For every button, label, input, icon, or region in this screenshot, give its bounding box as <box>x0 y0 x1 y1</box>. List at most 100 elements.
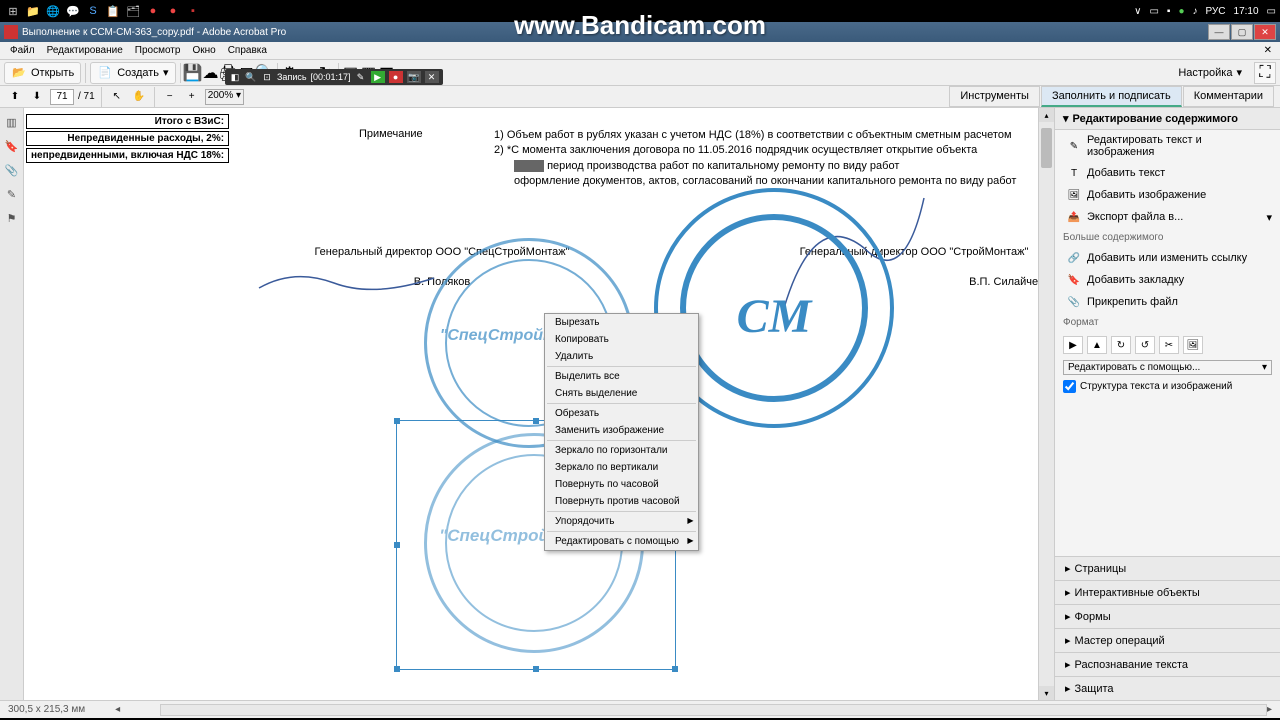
save-icon[interactable]: 💾 <box>185 65 201 81</box>
zoom-in-icon[interactable]: + <box>183 88 201 106</box>
ctx-cut[interactable]: Вырезать <box>545 314 698 331</box>
accordion-interactive[interactable]: ▸Интерактивные объекты <box>1055 580 1280 604</box>
zoom-out-icon[interactable]: − <box>161 88 179 106</box>
app-icon[interactable]: 🌐 <box>44 2 62 20</box>
ctx-flip-h[interactable]: Зеркало по горизонтали <box>545 442 698 459</box>
ctx-replace-image[interactable]: Заменить изображение <box>545 422 698 439</box>
tray-lang[interactable]: РУС <box>1205 6 1225 17</box>
expand-button[interactable]: ⛶ <box>1254 62 1276 84</box>
checkbox[interactable] <box>1063 380 1076 393</box>
bandicam-rec-bar[interactable]: ◧ 🔍 ⊡ Запись [00:01:17] ✎ ▶ ● 📷 ✕ <box>225 69 443 85</box>
menu-view[interactable]: Просмотр <box>129 45 187 56</box>
accordion-ocr[interactable]: ▸Распознавание текста <box>1055 652 1280 676</box>
tab-tools[interactable]: Инструменты <box>949 86 1040 107</box>
ctx-select-all[interactable]: Выделить все <box>545 368 698 385</box>
fmt-button[interactable]: ▶ <box>1063 336 1083 354</box>
page-input[interactable] <box>50 89 74 105</box>
minimize-button[interactable]: — <box>1208 24 1230 40</box>
ctx-edit-with[interactable]: Редактировать с помощью▶ <box>545 533 698 550</box>
menu-help[interactable]: Справка <box>222 45 273 56</box>
pages-icon[interactable]: ▥ <box>4 114 20 130</box>
pencil-icon[interactable]: ✎ <box>355 71 367 83</box>
document-viewport[interactable]: Итого с ВЗиС: Непредвиденные расходы, 2%… <box>24 108 1054 700</box>
open-button[interactable]: 📂 Открыть <box>4 62 81 84</box>
edit-text-images-button[interactable]: ✎Редактировать текст и изображения <box>1055 130 1280 162</box>
structure-checkbox[interactable]: Структура текста и изображений <box>1055 377 1280 396</box>
app-icon[interactable]: 📁 <box>24 2 42 20</box>
vertical-scrollbar[interactable]: ▴ ▾ <box>1038 108 1054 700</box>
panel-header[interactable]: ▾ Редактирование содержимого <box>1055 108 1280 130</box>
ctx-deselect[interactable]: Снять выделение <box>545 385 698 402</box>
tool-icon[interactable]: ⚑ <box>4 210 20 226</box>
rec-play-button[interactable]: ▶ <box>371 71 385 83</box>
app-icon[interactable]: 📋 <box>104 2 122 20</box>
accordion-pages[interactable]: ▸Страницы <box>1055 556 1280 580</box>
tab-comments[interactable]: Комментарии <box>1183 86 1274 107</box>
horizontal-scrollbar[interactable] <box>160 704 1267 716</box>
add-link-button[interactable]: 🔗Добавить или изменить ссылку <box>1055 247 1280 269</box>
add-text-button[interactable]: TДобавить текст <box>1055 162 1280 184</box>
nav-down-icon[interactable]: ⬇ <box>28 88 46 106</box>
bookmarks-icon[interactable]: 🔖 <box>4 138 20 154</box>
edit-with-select[interactable]: Редактировать с помощью...▾ <box>1063 360 1272 375</box>
settings-dropdown[interactable]: Настройка ▾ <box>1172 64 1248 81</box>
app-icon[interactable]: ● <box>164 2 182 20</box>
ctx-rotate-cw[interactable]: Повернуть по часовой <box>545 476 698 493</box>
rec-icon[interactable]: ⊡ <box>261 71 273 83</box>
menu-file[interactable]: Файл <box>4 45 41 56</box>
ctx-crop[interactable]: Обрезать <box>545 405 698 422</box>
app-icon[interactable]: ● <box>144 2 162 20</box>
ctx-delete[interactable]: Удалить <box>545 348 698 365</box>
accordion-forms[interactable]: ▸Формы <box>1055 604 1280 628</box>
hand-tool-icon[interactable]: ↖ <box>108 88 126 106</box>
app-icon[interactable]: 🗂 <box>124 2 142 20</box>
fmt-button[interactable]: ▲ <box>1087 336 1107 354</box>
cloud-icon[interactable]: ☁ <box>203 65 219 81</box>
rec-stop-button[interactable]: ● <box>389 71 403 83</box>
zoom-select[interactable]: 200% ▾ <box>205 89 244 105</box>
scroll-thumb[interactable] <box>1041 128 1052 168</box>
scroll-left-icon[interactable]: ◂ <box>115 704 120 715</box>
rec-close-button[interactable]: ✕ <box>425 71 439 83</box>
ctx-flip-v[interactable]: Зеркало по вертикали <box>545 459 698 476</box>
export-button[interactable]: 📤Экспорт файла в...▾ <box>1055 206 1280 228</box>
signatures-icon[interactable]: ✎ <box>4 186 20 202</box>
fmt-button[interactable]: ↺ <box>1135 336 1155 354</box>
add-image-button[interactable]: 🖼Добавить изображение <box>1055 184 1280 206</box>
rec-icon[interactable]: ◧ <box>229 71 241 83</box>
app-icon[interactable]: 💬 <box>64 2 82 20</box>
nav-up-icon[interactable]: ⬆ <box>6 88 24 106</box>
attachments-icon[interactable]: 📎 <box>4 162 20 178</box>
hand-icon[interactable]: ✋ <box>130 88 148 106</box>
close-button[interactable]: ✕ <box>1254 24 1276 40</box>
menu-edit[interactable]: Редактирование <box>41 45 129 56</box>
app-icon[interactable]: S <box>84 2 102 20</box>
app-icon[interactable]: ▪ <box>184 2 202 20</box>
accordion-protection[interactable]: ▸Защита <box>1055 676 1280 700</box>
start-icon[interactable]: ⊞ <box>4 2 22 20</box>
ctx-copy[interactable]: Копировать <box>545 331 698 348</box>
scroll-right-icon[interactable]: ▸ <box>1267 704 1272 715</box>
fmt-button[interactable]: ✂ <box>1159 336 1179 354</box>
scroll-down-icon[interactable]: ▾ <box>1039 686 1054 700</box>
tray-icon[interactable]: ♪ <box>1192 6 1197 17</box>
rec-icon[interactable]: 🔍 <box>245 71 257 83</box>
doc-close-icon[interactable]: ✕ <box>1260 45 1276 56</box>
scroll-up-icon[interactable]: ▴ <box>1039 108 1054 122</box>
add-bookmark-button[interactable]: 🔖Добавить закладку <box>1055 269 1280 291</box>
ctx-arrange[interactable]: Упорядочить▶ <box>545 513 698 530</box>
tray-icon[interactable]: ▭ <box>1267 6 1276 17</box>
rec-camera-button[interactable]: 📷 <box>407 71 421 83</box>
accordion-actions[interactable]: ▸Мастер операций <box>1055 628 1280 652</box>
ctx-rotate-ccw[interactable]: Повернуть против часовой <box>545 493 698 510</box>
fmt-button[interactable]: 🖼 <box>1183 336 1203 354</box>
tray-icon[interactable]: ● <box>1178 6 1184 17</box>
tray-icon[interactable]: ∨ <box>1134 6 1141 17</box>
fmt-button[interactable]: ↻ <box>1111 336 1131 354</box>
attach-file-button[interactable]: 📎Прикрепить файл <box>1055 291 1280 313</box>
maximize-button[interactable]: ▢ <box>1231 24 1253 40</box>
create-button[interactable]: 📄 Создать ▾ <box>90 62 175 84</box>
tray-icon[interactable]: ▪ <box>1167 6 1171 17</box>
tray-icon[interactable]: ▭ <box>1149 6 1158 17</box>
menu-window[interactable]: Окно <box>186 45 221 56</box>
